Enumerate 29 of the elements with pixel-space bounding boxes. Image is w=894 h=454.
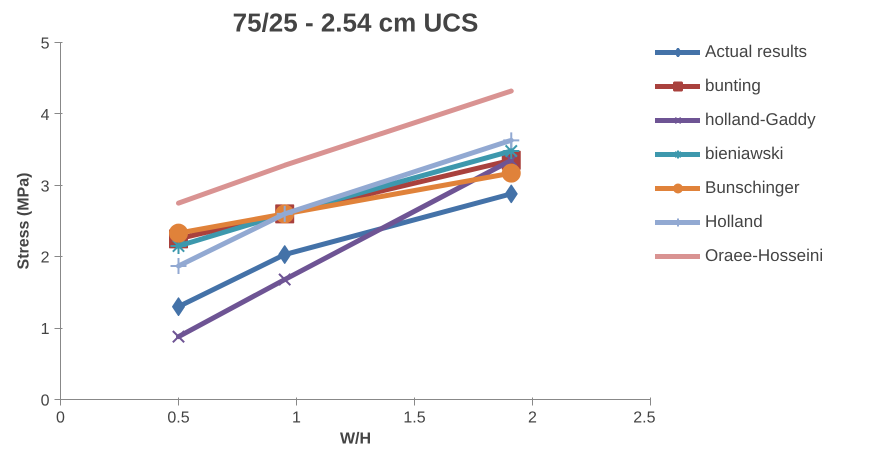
x-tick-label: 2 [528, 410, 538, 426]
point [502, 164, 521, 183]
x-tick-label: 2.5 [633, 410, 656, 426]
chart-title: 75/25 - 2.54 cm UCS [232, 8, 478, 38]
legend-label: Oraee-Hosseini [705, 246, 824, 266]
point [170, 256, 188, 275]
x-axis-title: W/H [340, 430, 372, 448]
y-tick-label: 3 [40, 178, 50, 196]
y-axis-title: Stress (MPa) [16, 172, 33, 270]
x-tick-label: 1 [292, 410, 302, 426]
legend-label: bieniawski [705, 144, 784, 164]
x-tick-label: 1.5 [403, 410, 426, 426]
point [502, 131, 520, 150]
legend-label: Actual results [705, 42, 808, 62]
y-tick-label: 4 [40, 106, 50, 124]
legend-label: bunting [705, 76, 761, 96]
x-tick-label: 0 [56, 410, 66, 426]
legend-label: holland-Gaddy [705, 110, 816, 130]
y-tick-label: 2 [40, 250, 50, 267]
legend-label: Holland [705, 212, 763, 232]
y-tick-label: 0 [40, 392, 50, 410]
point [502, 142, 520, 160]
y-tick-label: 5 [40, 36, 50, 52]
point [172, 330, 186, 344]
point [278, 272, 292, 286]
y-tick-label: 1 [40, 321, 50, 338]
point [169, 224, 188, 243]
x-tick-label: 0.5 [167, 410, 190, 426]
legend-label: Bunschinger [705, 178, 800, 198]
